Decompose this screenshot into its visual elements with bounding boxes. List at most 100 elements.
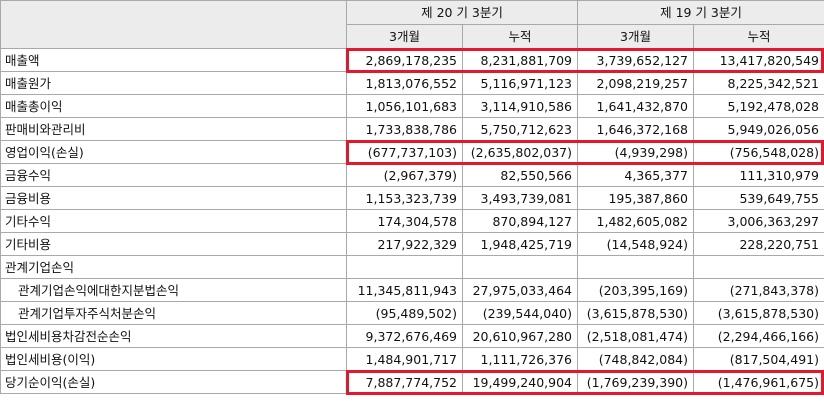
- table-row: 금융비용 1,153,323,739 3,493,739,081 195,387,86…: [0, 186, 824, 210]
- value-cell: (756,548,028): [693, 140, 824, 164]
- row-label: 법인세비용(이익): [0, 347, 347, 371]
- value-cell: 5,750,712,623: [462, 117, 578, 141]
- value-cell: 228,220,751: [693, 232, 824, 256]
- value-cell: (2,518,081,474): [577, 324, 694, 348]
- value-cell: (203,395,169): [577, 278, 694, 302]
- row-label: 관계기업손익에대한지분법손익: [0, 278, 347, 302]
- value-cell: 1,111,726,376: [462, 347, 578, 371]
- table-row: 기타수익 174,304,578 870,894,127 1,482,605,082 3…: [0, 209, 824, 233]
- period-19-header: 제 19 기 3분기: [577, 0, 824, 25]
- value-cell: 11,345,811,943: [346, 278, 463, 302]
- row-label: 기타수익: [0, 209, 347, 233]
- value-cell: 539,649,755: [693, 186, 824, 210]
- row-label: 당기순이익(손실): [0, 370, 347, 394]
- table-row: 매출액 2,869,178,235 8,231,881,709 3,739,652,1…: [0, 48, 824, 72]
- value-cell: 4,365,377: [577, 163, 694, 187]
- row-label: 금융수익: [0, 163, 347, 187]
- value-cell: 1,733,838,786: [346, 117, 463, 141]
- value-cell: (2,967,379): [346, 163, 463, 187]
- value-cell: 1,484,901,717: [346, 347, 463, 371]
- header-row-sub: 3개월 누적 3개월 누적: [1, 24, 824, 49]
- value-cell: [577, 255, 694, 279]
- value-cell: 8,225,342,521: [693, 71, 824, 95]
- row-label: 기타비용: [0, 232, 347, 256]
- table-row: 당기순이익(손실) 7,887,774,752 19,499,240,904 (1,7…: [0, 370, 824, 394]
- value-cell: (2,635,802,037): [462, 140, 578, 164]
- value-cell: 5,949,026,056: [693, 117, 824, 141]
- row-label: 영업이익(손실): [0, 140, 347, 164]
- table-row: 판매비와관리비 1,733,838,786 5,750,712,623 1,646,3…: [0, 117, 824, 141]
- value-cell: 2,098,219,257: [577, 71, 694, 95]
- corner-cell: [0, 0, 347, 49]
- table-row: 관계기업투자주식처분손익 (95,489,502) (239,544,040) (3,…: [0, 301, 824, 325]
- value-cell: 1,813,076,552: [346, 71, 463, 95]
- row-label: 매출액: [0, 48, 347, 72]
- row-label: 매출원가: [0, 71, 347, 95]
- value-cell: (4,939,298): [577, 140, 694, 164]
- table-row: 기타비용 217,922,329 1,948,425,719 (14,548,924)…: [0, 232, 824, 256]
- value-cell: 1,641,432,870: [577, 94, 694, 118]
- value-cell: [346, 255, 463, 279]
- row-label: 관계기업손익: [0, 255, 347, 279]
- value-cell: 1,056,101,683: [346, 94, 463, 118]
- value-cell: 5,192,478,028: [693, 94, 824, 118]
- value-cell: (239,544,040): [462, 301, 578, 325]
- value-cell: (1,476,961,675): [693, 370, 824, 394]
- value-cell: 82,550,566: [462, 163, 578, 187]
- value-cell: (14,548,924): [577, 232, 694, 256]
- row-label: 관계기업투자주식처분손익: [0, 301, 347, 325]
- row-label: 금융비용: [0, 186, 347, 210]
- income-statement-table: 제 20 기 3분기 제 19 기 3분기 3개월 누적 3개월 누적 매출액 2…: [0, 0, 824, 394]
- row-label: 판매비와관리비: [0, 117, 347, 141]
- sub-header-cumulative: 누적: [462, 24, 578, 49]
- value-cell: (748,842,084): [577, 347, 694, 371]
- value-cell: (677,737,103): [346, 140, 463, 164]
- value-cell: (1,769,239,390): [577, 370, 694, 394]
- value-cell: 217,922,329: [346, 232, 463, 256]
- value-cell: 8,231,881,709: [462, 48, 578, 72]
- value-cell: 195,387,860: [577, 186, 694, 210]
- value-cell: 1,482,605,082: [577, 209, 694, 233]
- value-cell: 3,739,652,127: [577, 48, 694, 72]
- value-cell: 111,310,979: [693, 163, 824, 187]
- value-cell: 9,372,676,469: [346, 324, 463, 348]
- value-cell: 3,006,363,297: [693, 209, 824, 233]
- value-cell: (3,615,878,530): [693, 301, 824, 325]
- sub-header-3month: 3개월: [577, 24, 694, 49]
- table-row: 관계기업손익: [0, 255, 824, 279]
- value-cell: 27,975,033,464: [462, 278, 578, 302]
- table-row: 법인세비용(이익) 1,484,901,717 1,111,726,376 (748,…: [0, 347, 824, 371]
- value-cell: (95,489,502): [346, 301, 463, 325]
- value-cell: (3,615,878,530): [577, 301, 694, 325]
- value-cell: (817,504,491): [693, 347, 824, 371]
- value-cell: 174,304,578: [346, 209, 463, 233]
- table-row: 영업이익(손실) (677,737,103) (2,635,802,037) (4,9…: [0, 140, 824, 164]
- value-cell: 13,417,820,549: [693, 48, 824, 72]
- value-cell: [693, 255, 824, 279]
- value-cell: (2,294,466,166): [693, 324, 824, 348]
- table-row: 매출원가 1,813,076,552 5,116,971,123 2,098,219,…: [0, 71, 824, 95]
- value-cell: [462, 255, 578, 279]
- value-cell: (271,843,378): [693, 278, 824, 302]
- sub-header-3month: 3개월: [346, 24, 463, 49]
- table-row: 관계기업손익에대한지분법손익 11,345,811,943 27,975,033,4…: [0, 278, 824, 302]
- table-row: 매출총이익 1,056,101,683 3,114,910,586 1,641,432…: [0, 94, 824, 118]
- table-row: 법인세비용차감전순손익 9,372,676,469 20,610,967,280 (2…: [0, 324, 824, 348]
- value-cell: 5,116,971,123: [462, 71, 578, 95]
- value-cell: 870,894,127: [462, 209, 578, 233]
- table-body: 매출액 2,869,178,235 8,231,881,709 3,739,652,1…: [0, 48, 824, 394]
- table-row: 금융수익 (2,967,379) 82,550,566 4,365,377 111,31…: [0, 163, 824, 187]
- value-cell: 19,499,240,904: [462, 370, 578, 394]
- value-cell: 3,493,739,081: [462, 186, 578, 210]
- value-cell: 1,153,323,739: [346, 186, 463, 210]
- header-row-periods: 제 20 기 3분기 제 19 기 3분기: [0, 0, 824, 49]
- value-cell: 7,887,774,752: [346, 370, 463, 394]
- row-label: 매출총이익: [0, 94, 347, 118]
- value-cell: 2,869,178,235: [346, 48, 463, 72]
- value-cell: 1,646,372,168: [577, 117, 694, 141]
- value-cell: 3,114,910,586: [462, 94, 578, 118]
- value-cell: 1,948,425,719: [462, 232, 578, 256]
- sub-header-cumulative: 누적: [693, 24, 824, 49]
- value-cell: 20,610,967,280: [462, 324, 578, 348]
- row-label: 법인세비용차감전순손익: [0, 324, 347, 348]
